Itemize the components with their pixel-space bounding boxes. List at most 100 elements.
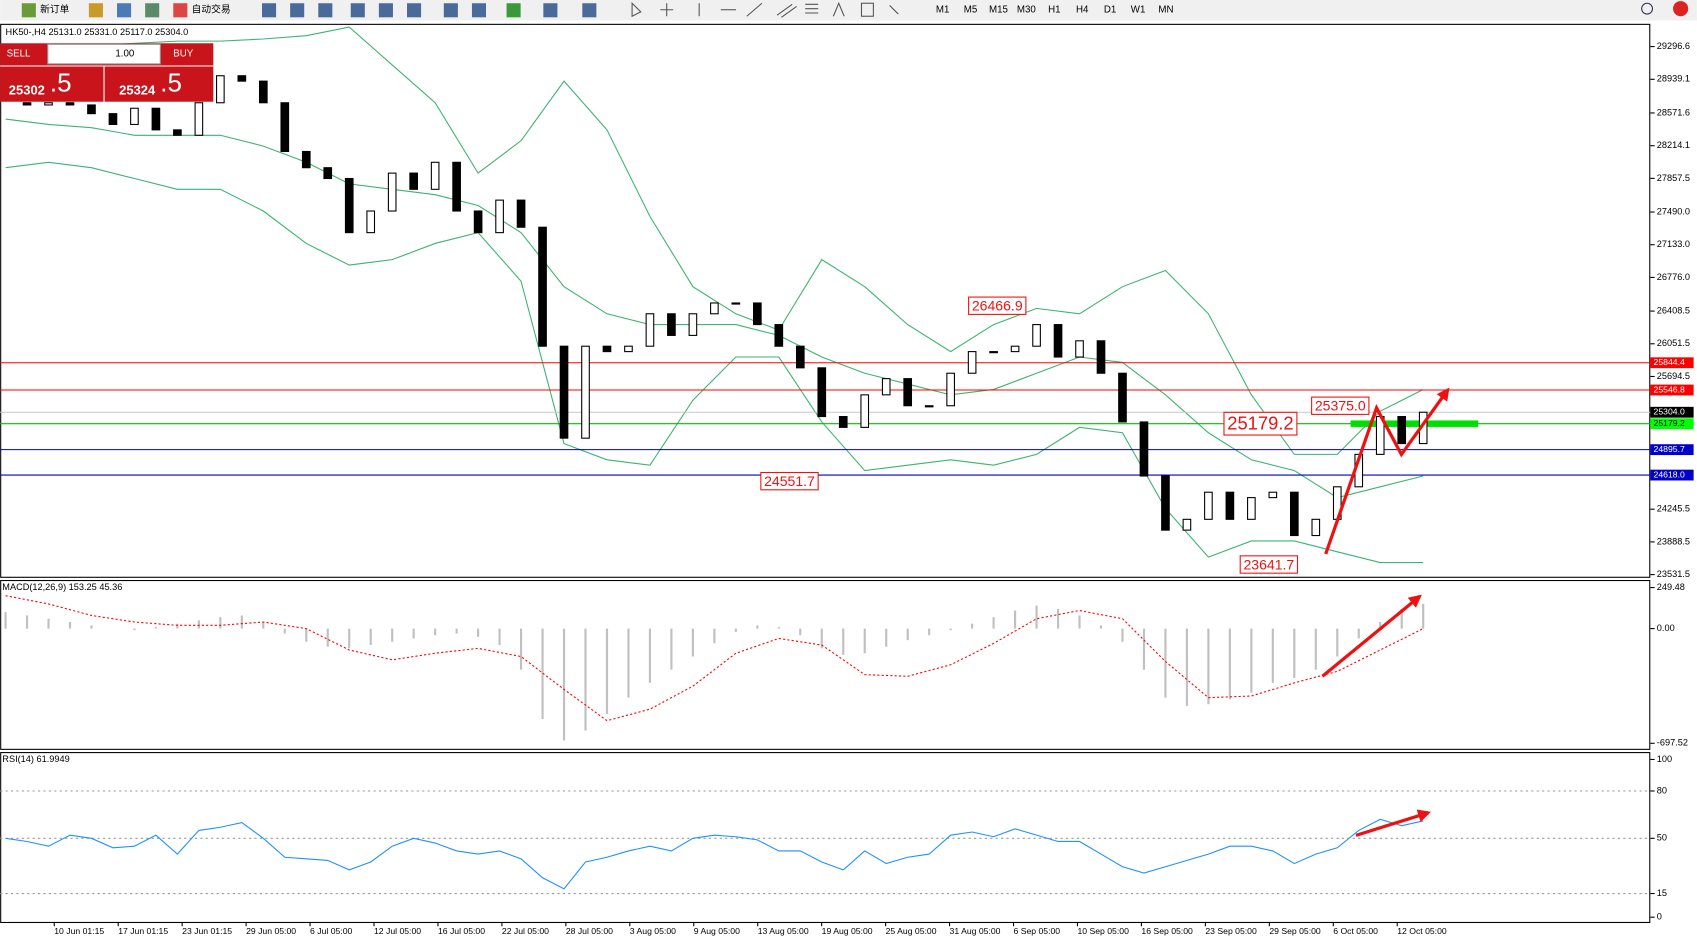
y-tick-label: 0 — [1657, 912, 1662, 922]
new-order-icon[interactable] — [21, 3, 36, 18]
candle — [817, 367, 827, 418]
sell-price-fraction[interactable]: .5 — [50, 67, 72, 97]
macd-bar — [1357, 628, 1360, 639]
macd-bar — [627, 628, 630, 698]
periods[interactable] — [543, 3, 558, 18]
zoom-in[interactable] — [350, 3, 365, 18]
x-tick-label: 19 Aug 05:00 — [822, 926, 873, 936]
timeframe-button[interactable]: H4 — [1076, 4, 1089, 15]
lot-input[interactable] — [47, 43, 161, 65]
candle — [881, 378, 891, 396]
timeframe-button[interactable]: H1 — [1048, 4, 1060, 15]
sell-price[interactable]: 25302 — [9, 82, 45, 97]
timeframe-button[interactable]: D1 — [1104, 4, 1116, 15]
fibo-tool[interactable] — [805, 3, 819, 14]
icon[interactable] — [443, 3, 458, 18]
x-tick-label: 29 Sep 05:00 — [1269, 926, 1321, 936]
candle — [559, 345, 569, 439]
icon[interactable] — [290, 3, 305, 18]
price-annotation: 25375.0 — [1315, 398, 1366, 414]
candle — [667, 313, 676, 336]
candle — [173, 129, 182, 136]
candle — [1289, 491, 1299, 537]
macd-bar — [262, 622, 265, 629]
icon[interactable] — [471, 3, 487, 18]
icon[interactable] — [318, 3, 333, 18]
indicators[interactable] — [506, 3, 521, 18]
macd-bar — [1271, 628, 1274, 683]
y-tick-label: 27857.5 — [1657, 173, 1690, 183]
templates[interactable] — [582, 3, 597, 18]
candle — [1075, 340, 1084, 358]
tile[interactable] — [407, 3, 422, 18]
candle — [860, 394, 870, 428]
new-order-button[interactable]: 新订单 — [40, 2, 69, 15]
candle — [1204, 491, 1213, 520]
sell-button[interactable]: SELL — [7, 49, 31, 60]
timeframe-button[interactable]: W1 — [1131, 4, 1146, 15]
candle — [366, 210, 376, 234]
macd-bar — [240, 615, 243, 629]
candle — [989, 351, 998, 354]
candle — [731, 302, 741, 305]
arrows-tool[interactable] — [889, 5, 899, 15]
icon[interactable] — [88, 3, 103, 18]
candle — [624, 345, 633, 353]
auto-trading-icon[interactable] — [173, 3, 188, 18]
macd-bar — [68, 622, 72, 629]
candle — [903, 378, 913, 407]
icon[interactable] — [117, 3, 132, 18]
candle — [473, 210, 483, 234]
y-tick-label: 23888.5 — [1657, 536, 1690, 546]
macd-bar — [326, 628, 329, 647]
bollinger-middle — [5, 118, 1424, 499]
macd-bar — [1056, 608, 1060, 629]
label-tool[interactable] — [860, 2, 874, 17]
crosshair-tool[interactable] — [660, 3, 674, 17]
timeframe-button[interactable]: M30 — [1017, 4, 1037, 15]
candle — [151, 107, 161, 131]
lot-value[interactable]: 1.00 — [115, 49, 135, 60]
timeframe-button[interactable]: MN — [1158, 4, 1173, 15]
y-tick-label: 27490.0 — [1657, 206, 1690, 216]
channel-tool[interactable] — [776, 3, 797, 18]
macd-bar — [219, 617, 222, 629]
candle — [1268, 491, 1278, 499]
candle — [409, 172, 418, 190]
candle — [194, 102, 204, 136]
timeframe-button[interactable]: M5 — [964, 4, 978, 15]
buy-button[interactable]: BUY — [173, 49, 194, 60]
macd-bar — [670, 628, 673, 670]
buy-price[interactable]: 25324 — [119, 82, 156, 97]
cursor-tool[interactable] — [631, 1, 642, 18]
candle — [581, 345, 590, 439]
zoom-out[interactable] — [378, 3, 393, 18]
y-tick-label: 249.48 — [1657, 582, 1685, 592]
macd-bar — [1185, 628, 1189, 706]
auto-trading-button[interactable]: 自动交易 — [192, 2, 231, 15]
buy-price-fraction[interactable]: .5 — [160, 67, 182, 97]
text-tool[interactable] — [832, 1, 845, 17]
candle — [44, 102, 53, 106]
icon[interactable] — [262, 3, 277, 18]
trendline-tool[interactable] — [746, 2, 763, 17]
macd-bar — [648, 628, 652, 683]
candle — [452, 161, 461, 212]
macd-bar — [734, 628, 737, 632]
macd-bar — [691, 628, 694, 657]
icon[interactable] — [145, 3, 160, 18]
search[interactable] — [1641, 2, 1654, 15]
notifications[interactable] — [1673, 1, 1689, 17]
y-tick-label: 28939.1 — [1657, 74, 1690, 84]
annotation-box — [1239, 555, 1299, 574]
macd-bar — [1014, 610, 1017, 629]
x-tick-label: 9 Aug 05:00 — [694, 926, 740, 936]
candle — [344, 177, 354, 234]
timeframe-button[interactable]: M1 — [936, 4, 950, 15]
candle — [1139, 421, 1149, 477]
macd-bar — [1250, 628, 1253, 693]
macd-bar — [1293, 628, 1296, 678]
price-annotation: 25179.2 — [1227, 413, 1293, 434]
timeframe-button[interactable]: M15 — [989, 4, 1008, 15]
